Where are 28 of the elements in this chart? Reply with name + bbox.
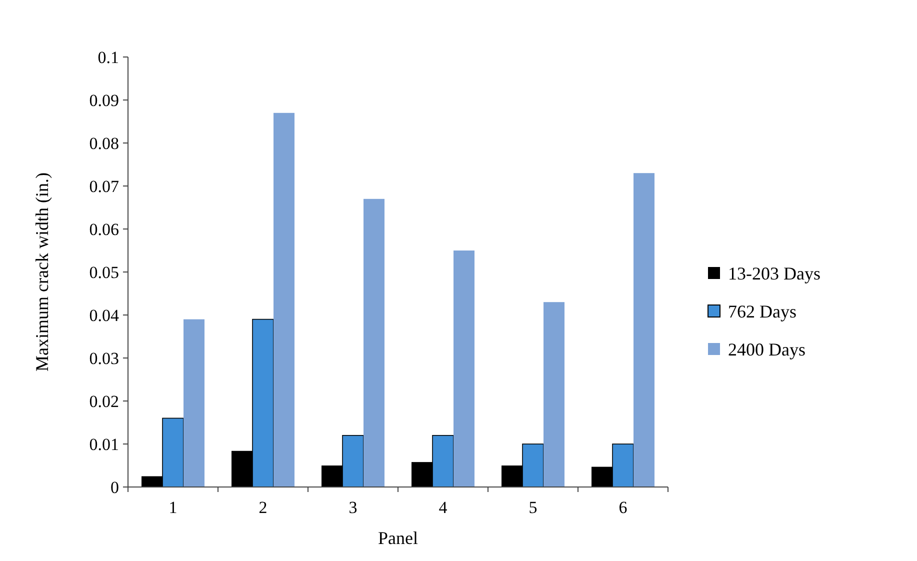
x-tick-label: 2 <box>258 498 268 517</box>
x-tick-label: 3 <box>348 498 358 517</box>
y-tick-label: 0.06 <box>89 220 119 239</box>
x-axis-title: Panel <box>378 528 418 548</box>
bar <box>634 173 654 487</box>
y-tick-label: 0.01 <box>89 434 119 454</box>
y-tick-label: 0.04 <box>89 306 120 325</box>
y-tick-label: 0.02 <box>89 392 119 411</box>
y-tick-label: 0.1 <box>98 48 119 67</box>
y-tick-label: 0.09 <box>89 90 119 110</box>
x-tick-label: 5 <box>528 498 538 517</box>
legend-label: 2400 Days <box>728 339 806 360</box>
bar <box>454 250 474 487</box>
legend-label: 13-203 Days <box>728 263 820 284</box>
y-tick-label: 0 <box>110 478 119 497</box>
bar <box>274 112 294 487</box>
y-tick-label: 0.08 <box>89 134 119 153</box>
bar <box>364 198 384 487</box>
bar <box>184 319 204 487</box>
legend-label: 762 Days <box>728 301 796 322</box>
x-tick-label: 1 <box>168 498 178 517</box>
bar <box>544 302 564 487</box>
y-tick-label: 0.03 <box>89 348 119 368</box>
x-tick-label: 4 <box>438 498 448 517</box>
y-tick-label: 0.05 <box>89 262 119 282</box>
y-axis-title: Maximum crack width (in.) <box>32 172 52 372</box>
x-tick-label: 6 <box>618 498 628 517</box>
y-tick-label: 0.07 <box>89 176 120 196</box>
